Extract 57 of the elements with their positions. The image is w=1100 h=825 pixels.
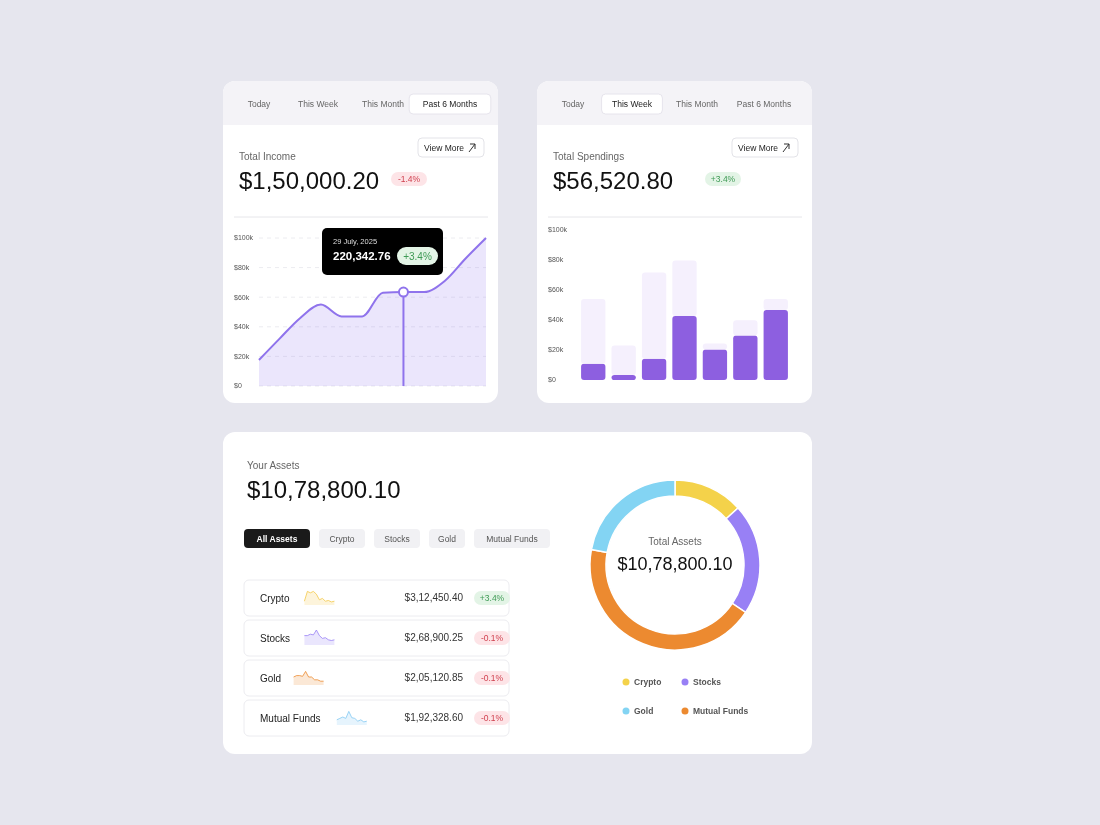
bar <box>702 343 728 350</box>
bar <box>641 358 667 380</box>
bar <box>581 363 606 380</box>
text: -0.1% <box>480 633 504 643</box>
text: Mutual Funds <box>260 713 321 724</box>
legend-label: Stocks <box>693 677 722 687</box>
text: Past 6 Months <box>422 99 478 109</box>
text: Stocks <box>260 633 291 644</box>
bar <box>733 335 758 380</box>
bar <box>641 272 667 359</box>
text: This Month <box>361 99 405 109</box>
text: Gold <box>438 533 457 544</box>
annotation: 220,342.76 <box>333 250 391 262</box>
text: Total Assets <box>648 536 702 547</box>
text: $2,05,120.85 <box>404 672 464 683</box>
legend-label: Crypto <box>634 677 662 687</box>
text: Today <box>247 99 272 109</box>
chart-title: Total Spendings <box>553 151 625 162</box>
text: Your Assets <box>247 460 300 471</box>
text: Gold <box>260 673 282 684</box>
text: View More <box>738 142 779 153</box>
bar <box>611 374 636 380</box>
bar <box>733 320 758 336</box>
text: $10,78,800.10 <box>617 554 733 574</box>
bar <box>763 299 788 311</box>
bar <box>611 345 636 375</box>
text: Mutual Funds <box>486 533 538 544</box>
text: Past 6 Months <box>736 99 792 109</box>
text: $2,68,900.25 <box>404 632 464 643</box>
text: $3,12,450.40 <box>404 592 464 603</box>
text: Stocks <box>384 533 410 544</box>
text: -1.4% <box>397 174 421 184</box>
text: View More <box>424 142 465 153</box>
text: Crypto <box>329 533 355 544</box>
text: This Week <box>298 99 339 109</box>
bar <box>672 316 697 380</box>
text: -0.1% <box>480 673 504 683</box>
bar <box>763 310 788 380</box>
chart-subtitle: $56,520.80 <box>553 167 674 194</box>
text: -0.1% <box>480 713 504 723</box>
text: $10,78,800.10 <box>247 476 401 503</box>
text: $1,92,328.60 <box>404 712 464 723</box>
annotation: +3.4% <box>403 250 432 262</box>
text: Today <box>561 99 586 109</box>
legend-label: Mutual Funds <box>693 706 749 716</box>
text: This Week <box>612 99 653 109</box>
bar <box>581 299 606 364</box>
text: +3.4% <box>710 174 736 184</box>
text: +3.4% <box>479 593 505 603</box>
text: Crypto <box>260 593 290 604</box>
chart-subtitle: $1,50,000.20 <box>239 167 380 194</box>
legend-label: Gold <box>634 706 654 716</box>
text: This Month <box>675 99 719 109</box>
bar <box>672 260 697 317</box>
chart-title: Total Income <box>239 151 297 162</box>
bar <box>702 349 728 380</box>
text: All Assets <box>256 533 298 544</box>
